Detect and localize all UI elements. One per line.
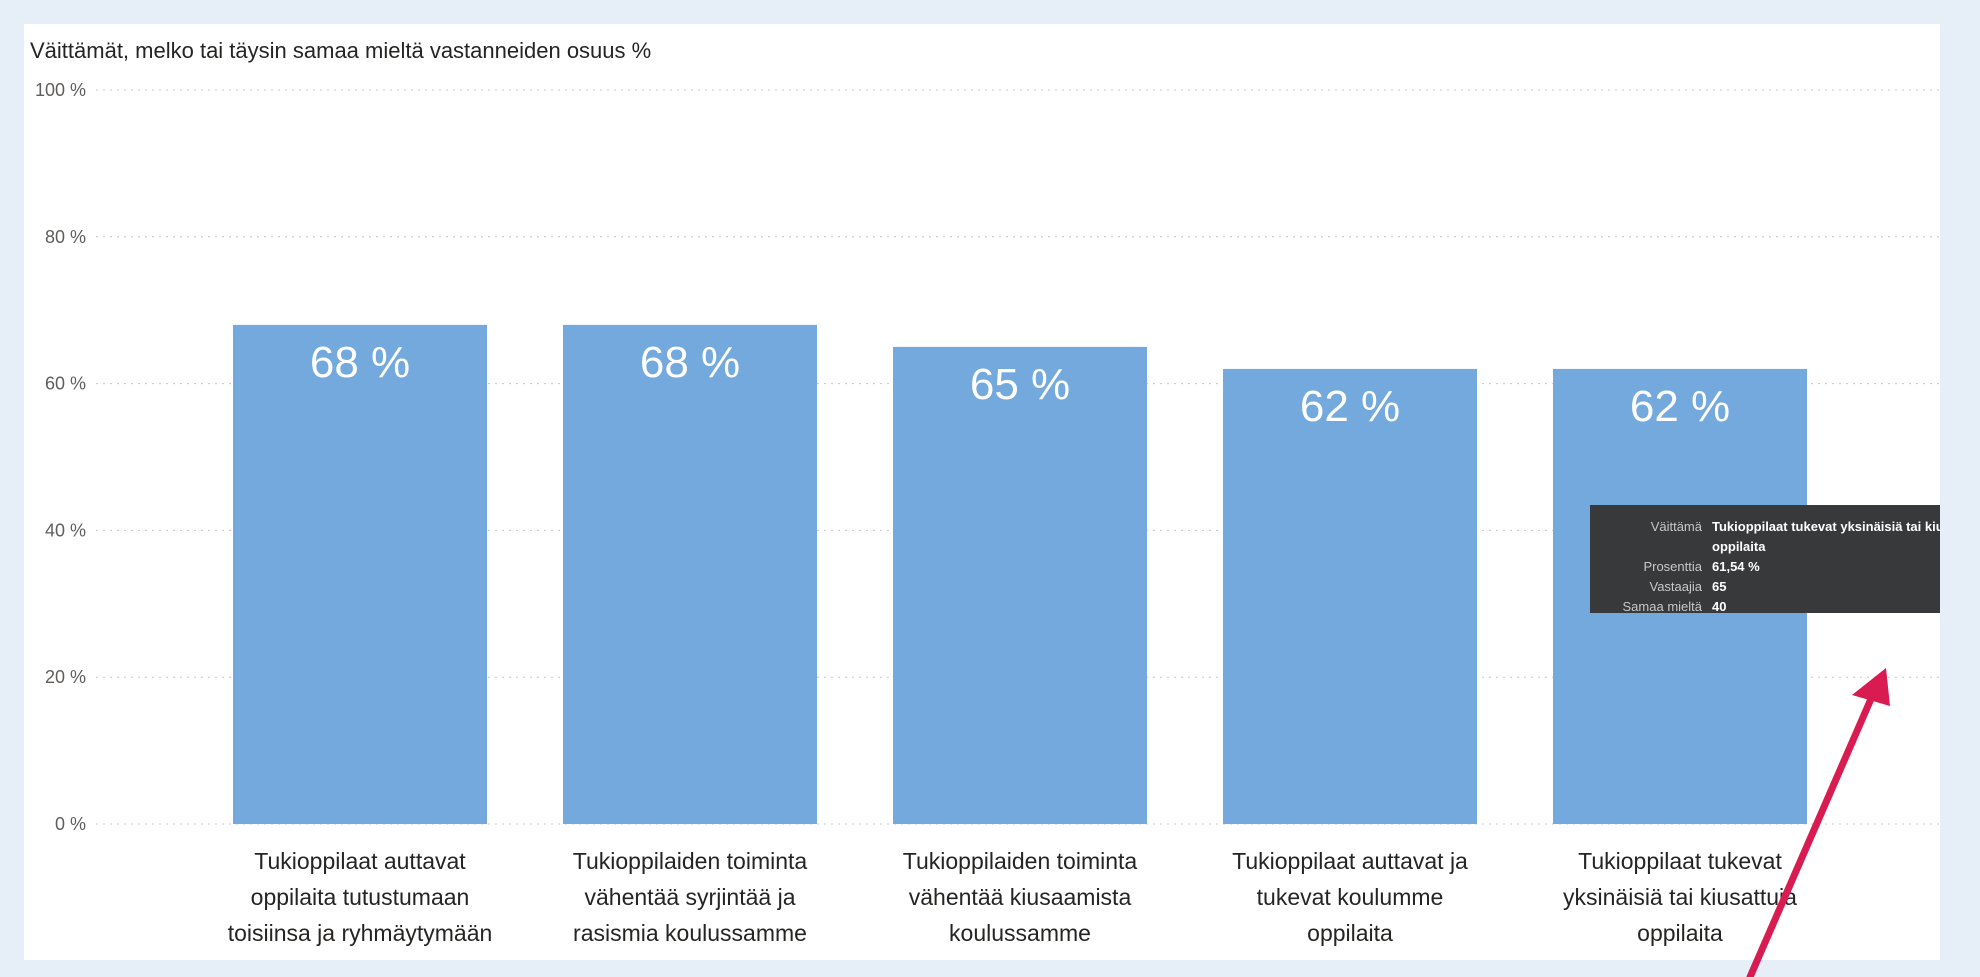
category-label-line: toisiinsa ja ryhmäytymään bbox=[228, 920, 493, 946]
category-label-line: vähentää syrjintää ja bbox=[585, 884, 796, 910]
bar-data-label: 68 % bbox=[310, 338, 410, 387]
bar[interactable] bbox=[563, 324, 817, 824]
bar-chart: Väittämät, melko tai täysin samaa mieltä… bbox=[30, 38, 1940, 946]
tooltip-row-agree: Samaa mieltä 40 bbox=[1590, 597, 1940, 617]
bar-data-label: 65 % bbox=[970, 360, 1070, 409]
y-tick-label: 20 % bbox=[45, 667, 86, 687]
bar-data-label: 62 % bbox=[1300, 382, 1400, 431]
category-label-line: oppilaita tutustumaan bbox=[251, 884, 470, 910]
category-label-line: oppilaita bbox=[1637, 920, 1723, 946]
x-category-label: Tukioppilaat auttavat oppilaita tutustuma… bbox=[228, 848, 493, 946]
category-label-line: Tukioppilaiden toiminta bbox=[903, 848, 1138, 874]
category-label-line: Tukioppilaat auttavat bbox=[254, 848, 466, 874]
bar[interactable] bbox=[1223, 368, 1477, 824]
data-tooltip: Väittämä Tukioppilaat tukevat yksinäisiä… bbox=[1590, 505, 1940, 614]
tooltip-value: Tukioppilaat tukevat yksinäisiä tai kius… bbox=[1712, 519, 1940, 554]
category-label-line: vähentää kiusaamista bbox=[909, 884, 1132, 910]
chart-title: Väittämät, melko tai täysin samaa mieltä… bbox=[30, 38, 651, 63]
category-label-line: Tukioppilaat auttavat ja bbox=[1232, 848, 1468, 874]
x-category-label: Tukioppilaat tukevat yksinäisiä tai kiusa… bbox=[1563, 848, 1797, 946]
x-category-label: Tukioppilaiden toiminta vähentää kiusaami… bbox=[903, 848, 1138, 946]
y-tick-label: 60 % bbox=[45, 374, 86, 394]
y-tick-label: 80 % bbox=[45, 227, 86, 247]
bar[interactable] bbox=[893, 346, 1147, 824]
bar-data-label: 68 % bbox=[640, 338, 740, 387]
category-label-line: tukevat koulumme bbox=[1257, 884, 1444, 910]
bar-data-label: 62 % bbox=[1630, 382, 1730, 431]
y-tick-label: 40 % bbox=[45, 520, 86, 540]
category-label-line: Tukioppilaiden toiminta bbox=[573, 848, 808, 874]
category-label-line: oppilaita bbox=[1307, 920, 1393, 946]
category-label-line: Tukioppilaat tukevat bbox=[1578, 848, 1782, 874]
tooltip-label: Väittämä bbox=[1650, 519, 1702, 534]
category-label-line: yksinäisiä tai kiusattuja bbox=[1563, 884, 1797, 910]
bar[interactable] bbox=[233, 324, 487, 824]
tooltip-label: Prosenttia bbox=[1643, 559, 1702, 574]
tooltip-value: 40 bbox=[1712, 599, 1727, 614]
tooltip-row-percent: Prosenttia 61,54 % bbox=[1590, 557, 1940, 577]
category-label-line: rasismia koulussamme bbox=[573, 920, 807, 946]
chart-panel: Väittämät, melko tai täysin samaa mieltä… bbox=[24, 24, 1940, 960]
tooltip-value: 65 bbox=[1712, 579, 1727, 594]
tooltip-row-statement: Väittämä Tukioppilaat tukevat yksinäisiä… bbox=[1590, 517, 1940, 557]
x-category-label: Tukioppilaat auttavat ja tukevat koulumme… bbox=[1232, 848, 1468, 946]
category-label-line: koulussamme bbox=[949, 920, 1091, 946]
x-category-label: Tukioppilaiden toiminta vähentää syrjintä… bbox=[573, 848, 808, 946]
tooltip-row-respondents: Vastaajia 65 bbox=[1590, 577, 1940, 597]
y-tick-label: 0 % bbox=[55, 814, 86, 834]
tooltip-value: 61,54 % bbox=[1712, 559, 1760, 574]
y-tick-label: 100 % bbox=[35, 80, 86, 100]
tooltip-label: Vastaajia bbox=[1649, 579, 1702, 594]
tooltip-label: Samaa mieltä bbox=[1622, 599, 1702, 614]
